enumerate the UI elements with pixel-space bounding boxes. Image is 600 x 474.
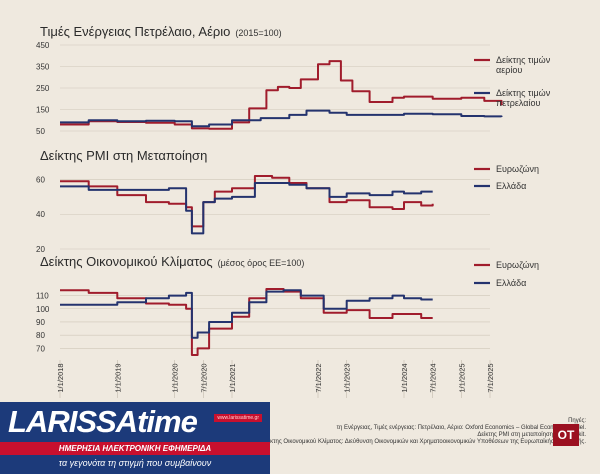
- source-line-3: ίκτης Οικονομικού Κλίματος: Διεύθυνση Οι…: [269, 438, 587, 445]
- x-tick-label: 1/1/2024: [400, 363, 409, 392]
- y-tick-label: 60: [36, 175, 45, 184]
- source-note: Πηγές: τη Ενέργειας, Τιμές ενέργειας: Πε…: [269, 417, 587, 445]
- banner-tagline-1: ΗΜΕΡΗΣΙΑ ΗΛΕΚΤΡΟΝΙΚΗ ΕΦΗΜΕΡΙΔΑ: [0, 442, 270, 455]
- y-tick-label: 100: [36, 305, 50, 314]
- x-tick-label: 1/1/2021: [228, 363, 237, 392]
- series-line-3-1: [60, 288, 433, 356]
- legend-label: Δείκτης τιμών πετρελαίου: [496, 88, 551, 108]
- larissatime-banner[interactable]: LARISSAtime www.larissatime.gr ΗΜΕΡΗΣΙΑ …: [0, 402, 270, 474]
- x-axis: 1/1/2018 1/1/2019 1/1/2020 7/1/2020 1/1/2021…: [56, 360, 495, 398]
- chart-panel-1: Τιμές Ενέργειας Πετρέλαιο, Αέριο (2015=10…: [36, 24, 551, 136]
- y-tick-label: 250: [36, 84, 50, 93]
- y-tick-label: 90: [36, 318, 45, 327]
- x-tick-label: 7/1/2020: [199, 363, 208, 392]
- legend-label: Δείκτης τιμών αερίου: [496, 55, 551, 75]
- legend-label: Ελλάδα: [496, 278, 526, 288]
- ot-logo: ΟΤ: [553, 424, 579, 446]
- x-tick-label: 7/1/2024: [429, 363, 438, 392]
- x-tick-label: 1/1/2023: [343, 363, 352, 392]
- banner-brand-logo: LARISSAtime: [8, 404, 198, 439]
- y-tick-label: 150: [36, 106, 50, 115]
- y-tick-label: 70: [36, 344, 45, 353]
- source-line-1: τη Ενέργειας, Τιμές ενέργειας: Πετρέλαιο…: [337, 424, 587, 431]
- x-tick-label: 1/1/2025: [457, 363, 466, 392]
- chart-panels: Τιμές Ενέργειας Πετρέλαιο, Αέριο (2015=10…: [36, 24, 551, 356]
- source-label: Πηγές:: [568, 417, 586, 424]
- y-tick-label: 20: [36, 245, 45, 254]
- series-line-2-2: [60, 182, 433, 235]
- series-line-1-1: [60, 60, 503, 130]
- series-line-3-2: [60, 289, 433, 339]
- x-tick-label: 7/1/2022: [314, 363, 323, 392]
- banner-tagline-2: τα γεγονότα τη στιγμή που συμβαίνουν: [58, 458, 212, 468]
- x-tick-label: 7/1/2025: [486, 363, 495, 392]
- chart-panel-3: Δείκτης Οικονομικού Κλίματος (μέσος όρος …: [36, 254, 539, 356]
- chart-subtitle-3: (μέσος όρος ΕΕ=100): [218, 258, 305, 268]
- y-tick-label: 50: [36, 127, 45, 136]
- banner-url: www.larissatime.gr: [214, 414, 262, 422]
- chart-title-1: Τιμές Ενέργειας Πετρέλαιο, Αέριο (2015=10…: [40, 24, 282, 39]
- chart-title-2: Δείκτης PMI στη Μεταποίηση: [40, 148, 207, 163]
- chart-title-3: Δείκτης Οικονομικού Κλίματος (μέσος όρος …: [40, 254, 304, 269]
- legend-label: Ευρωζώνη: [496, 260, 539, 270]
- y-tick-label: 450: [36, 41, 50, 50]
- series-line-2-1: [60, 175, 434, 228]
- x-tick-label: 1/1/2020: [171, 363, 180, 392]
- y-tick-label: 350: [36, 63, 50, 72]
- series-line-1-2: [60, 109, 503, 128]
- legend-label: Ευρωζώνη: [496, 164, 539, 174]
- y-tick-label: 110: [36, 292, 49, 301]
- source-line-2: Δείκτης PMI στη μεταποίηση: HIS Markit.: [477, 432, 586, 438]
- x-tick-label: 1/1/2018: [56, 363, 65, 392]
- legend-label: Ελλάδα: [496, 181, 526, 191]
- y-tick-label: 40: [36, 210, 45, 219]
- x-tick-label: 1/1/2019: [113, 363, 122, 392]
- chart-panel-2: Δείκτης PMI στη Μεταποίηση 20 40 60 Ευρωζώνη…: [36, 148, 539, 254]
- y-tick-label: 80: [36, 331, 45, 340]
- chart-subtitle-1: (2015=100): [235, 28, 281, 38]
